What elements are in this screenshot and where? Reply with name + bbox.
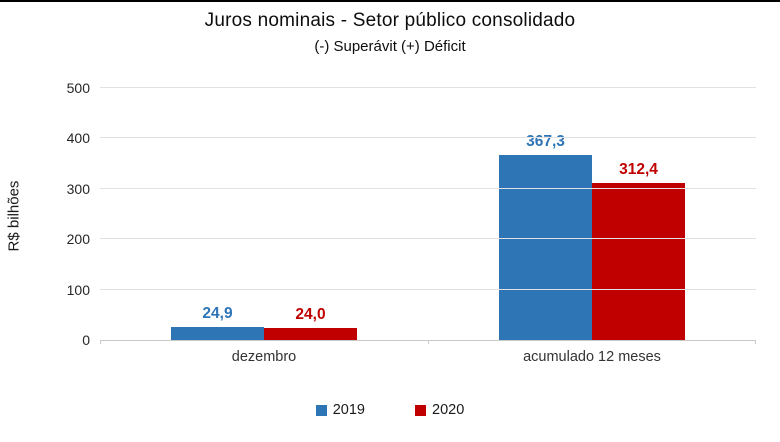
x-axis-tick (428, 340, 429, 344)
bar-slot: 24,0 (264, 306, 357, 340)
y-tick-label-100: 100 (66, 281, 90, 298)
legend-swatch-2019 (315, 404, 327, 416)
bar-value-label-2019-dezembro: 24,9 (202, 305, 233, 323)
y-tick-label-300: 300 (66, 180, 90, 197)
category-label-acumulado: acumulado 12 meses (523, 349, 661, 365)
chart-subtitle: (-) Superávit (+) Déficit (314, 38, 466, 55)
bar-slot: 367,3 (499, 133, 592, 340)
bar-value-label-2019-acumulado: 367,3 (526, 132, 565, 150)
bar-slot: 312,4 (592, 161, 685, 340)
gridline-300 (100, 187, 756, 189)
gridline-200 (100, 238, 756, 240)
chart-title: Juros nominais - Setor público consolida… (204, 10, 576, 31)
y-tick-label-0: 0 (82, 332, 90, 348)
x-axis-tick (100, 340, 101, 344)
y-tick-label-400: 400 (66, 130, 90, 147)
y-tick-label-500: 500 (66, 80, 90, 96)
legend: 2019 2020 (0, 402, 780, 418)
bar-value-label-2020-dezembro: 24,0 (295, 305, 326, 323)
gridline-500 (100, 87, 756, 88)
bar-2020-dezembro (264, 327, 357, 340)
legend-item-2019: 2019 (315, 402, 365, 418)
legend-item-2020: 2020 (415, 402, 464, 418)
y-axis-ticks: 0 100 200 300 400 500 (0, 80, 90, 348)
bar-slot: 24,9 (171, 305, 264, 340)
bar-2019-dezembro (171, 327, 264, 340)
x-axis-tick (755, 340, 756, 344)
legend-label-2019: 2019 (332, 402, 365, 418)
category-label-dezembro: dezembro (231, 349, 297, 365)
bar-value-label-2020-acumulado: 312,4 (619, 160, 658, 178)
bar-group-acumulado: 367,3 312,4 (428, 88, 756, 340)
plot-area: 24,9 24,0 367,3 312,4 (100, 87, 756, 344)
bar-groups: 24,9 24,0 367,3 312,4 (100, 88, 756, 340)
legend-swatch-2020 (415, 404, 426, 416)
gridline-100 (100, 288, 756, 290)
y-tick-label-200: 200 (66, 231, 90, 248)
bar-group-dezembro: 24,9 24,0 (100, 88, 428, 340)
legend-label-2020: 2020 (432, 402, 465, 418)
bar-2019-acumulado (499, 154, 592, 340)
bar-2020-acumulado (592, 182, 685, 340)
gridline-400 (100, 137, 756, 139)
x-axis-category-labels: dezembro acumulado 12 meses (100, 349, 756, 365)
